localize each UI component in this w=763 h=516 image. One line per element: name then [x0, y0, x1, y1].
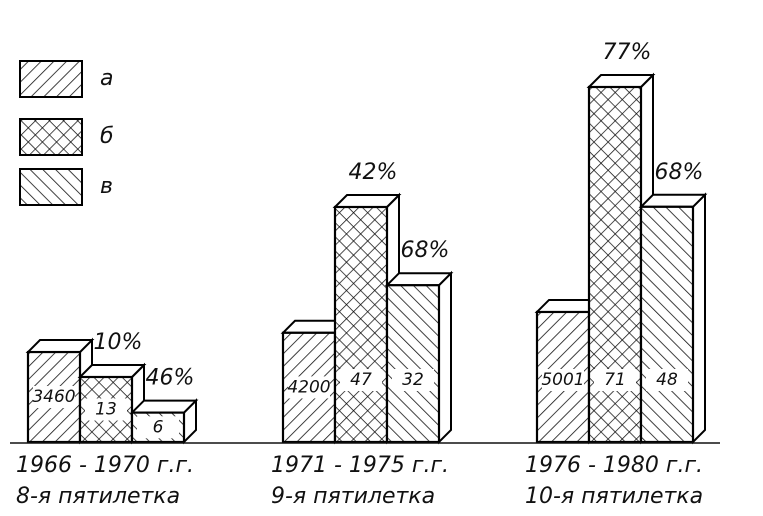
bar-value-label: 13 [95, 400, 117, 420]
bar-top [332, 194, 402, 208]
bar-value-label: 4200 [287, 377, 330, 397]
bar-group: 6 [129, 398, 199, 445]
bar-value-label: 3460 [32, 387, 75, 407]
bar-top-label: 46% [146, 366, 195, 391]
bar-label-bg [137, 416, 179, 439]
legend-swatch [19, 168, 83, 206]
bar-top [129, 399, 199, 414]
bar-label-bg [392, 369, 434, 391]
category-label: 1976 - 1980 г.г. [525, 453, 703, 478]
bar-top-label: 10% [94, 330, 143, 355]
bar-top [638, 193, 708, 208]
bar-top-label: 77% [603, 40, 652, 65]
legend-label: а [100, 66, 113, 91]
bar-label-bg [340, 369, 382, 391]
bar-group: 32 [384, 270, 454, 445]
bar-value-label: 6 [153, 417, 164, 437]
bar-side [692, 192, 706, 445]
bar-value-label: 71 [604, 370, 626, 390]
legend-swatch [19, 60, 83, 98]
bar-label-bg [594, 369, 636, 391]
bar-group: 48 [638, 192, 708, 445]
category-label: 1971 - 1975 г.г. [271, 453, 449, 478]
bar-label-bg [646, 369, 688, 391]
legend-swatch [19, 118, 83, 156]
category-note: 8-я пятилетка [16, 484, 180, 509]
bar-label-bg [288, 376, 330, 399]
bar-value-label: 48 [656, 370, 678, 390]
bar [333, 205, 389, 444]
bar-top [77, 364, 147, 378]
bar-top [384, 272, 454, 287]
bar-group: 13 [77, 362, 147, 445]
bar-value-label: 47 [350, 370, 372, 390]
legend-label: в [100, 174, 113, 199]
bar-label-bg [33, 386, 75, 409]
bar-value-label: 5001 [541, 370, 584, 390]
bar-top-label: 42% [349, 160, 398, 185]
bar-top [25, 339, 95, 354]
bar-value-label: 32 [402, 370, 424, 390]
bar [639, 205, 695, 444]
bar-side [438, 270, 452, 445]
bar-top-label: 68% [401, 238, 450, 263]
category-label: 1966 - 1970 г.г. [16, 453, 194, 478]
bar-label-bg [85, 398, 127, 421]
bar-group: 71 [586, 72, 656, 445]
legend-label: б [100, 124, 114, 149]
bar-label-bg [542, 369, 584, 391]
bar-top [586, 74, 656, 88]
bar-top-label: 68% [655, 160, 704, 185]
bar [385, 284, 441, 444]
category-note: 10-я пятилетка [525, 484, 703, 509]
category-note: 9-я пятилетка [271, 484, 435, 509]
